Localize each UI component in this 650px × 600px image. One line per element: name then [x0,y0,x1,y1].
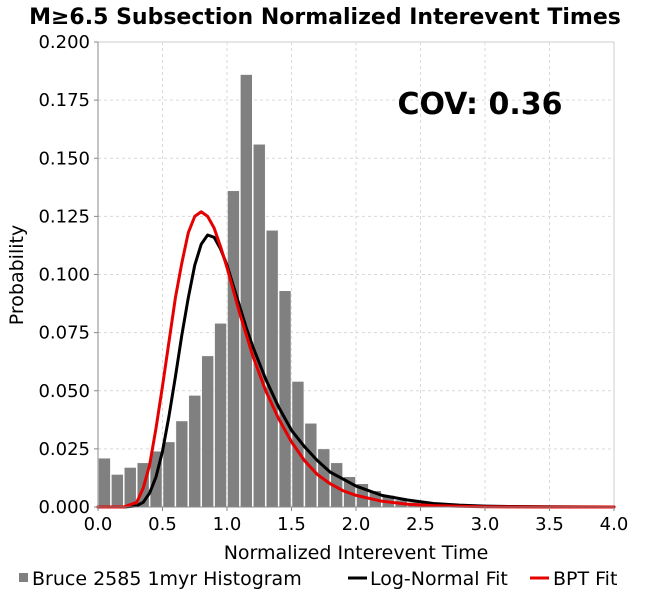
log-normal-fit-curve [96,233,616,509]
histogram-bar [227,190,240,508]
y-tick-label: 0.025 [38,439,90,460]
x-tick-label: 3.5 [535,514,564,535]
histogram-bar [162,441,176,508]
y-tick-label: 0.075 [38,323,90,344]
bpt-fit-curve [96,210,616,509]
histogram-bar [240,74,253,508]
y-tick-label: 0.050 [38,381,90,402]
chart-title: M≥6.5 Subsection Normalized Interevent T… [29,5,621,30]
y-tick-label: 0.150 [38,148,90,169]
x-tick-label: 2.5 [406,514,435,535]
y-axis-label: Probability [6,225,28,325]
y-tick-label: 0.125 [38,206,90,227]
legend-label: BPT Fit [553,568,617,590]
legend-swatch [19,573,28,582]
x-tick-label: 0.0 [84,514,113,535]
histogram-bar [201,355,214,508]
x-tick-label: 1.0 [213,514,242,535]
histogram-bar [124,467,137,508]
histogram-bar [253,144,266,508]
legend-label: Bruce 2585 1myr Histogram [32,568,302,590]
x-tick-label: 2.0 [342,514,371,535]
histogram-bar [265,230,279,508]
x-tick-label: 4.0 [600,514,629,535]
x-tick-label: 1.5 [277,514,306,535]
axes: 0.0 0.5 1.0 1.5 2.0 2.5 3.0 3.5 4.0 0.000 0.025 0.0… [38,32,628,535]
histogram-bar [188,395,201,508]
histogram-bar [111,474,124,508]
y-tick-label: 0.200 [38,32,90,53]
y-tick-label: 0.100 [38,265,90,286]
histogram-bar [175,420,189,508]
fit-curves [96,210,616,509]
legend: Bruce 2585 1myr Histogram Log-Normal Fit B… [19,568,617,590]
x-tick-label: 0.5 [148,514,177,535]
y-tick-label: 0.175 [38,90,90,111]
y-tick-label: 0.000 [38,497,90,518]
x-tick-label: 3.0 [471,514,500,535]
histogram-bar [278,290,292,508]
x-axis-label: Normalized Interevent Time [224,542,489,564]
histogram-bar [98,457,111,508]
cov-annotation: COV: 0.36 [397,87,562,122]
histogram-bar [214,323,227,508]
legend-label: Log-Normal Fit [370,568,508,590]
